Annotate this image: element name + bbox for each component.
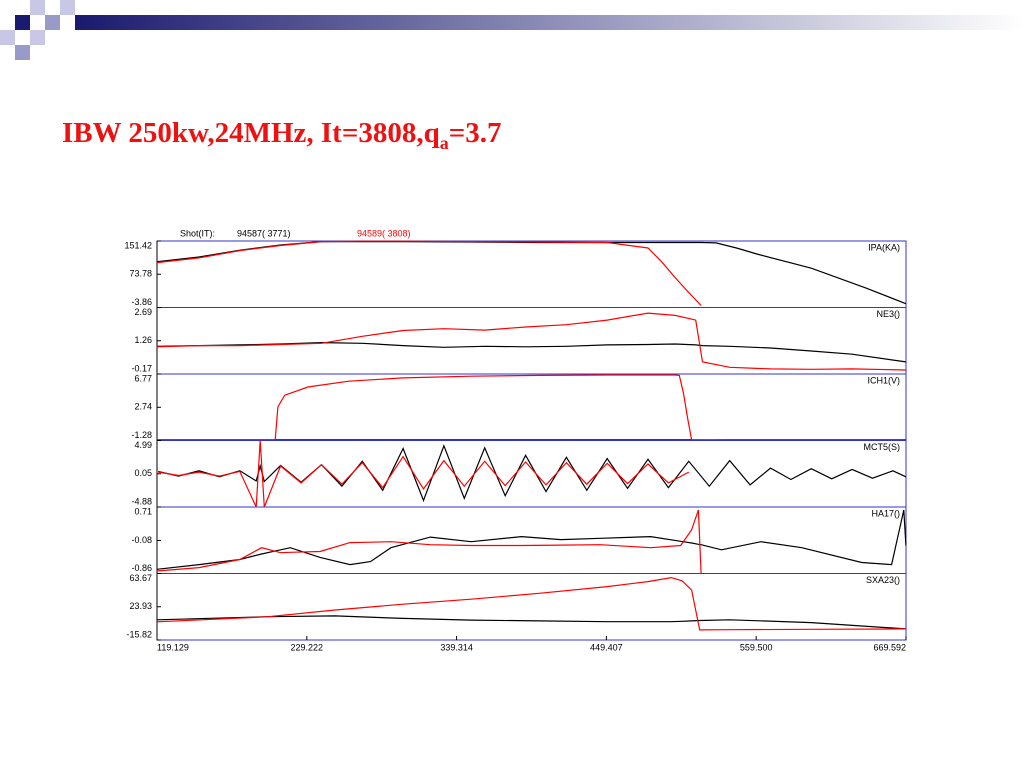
y-tick-label: 6.77 xyxy=(134,373,152,383)
panel-frame xyxy=(156,573,907,641)
x-tick-label: 119.129 xyxy=(157,642,189,652)
panel-title: SXA23() xyxy=(866,575,900,585)
title-suffix: =3.7 xyxy=(449,117,502,149)
panel: ICH1(V) -1.28 2.74 6.77 xyxy=(131,373,907,441)
y-tick-label: -4.88 xyxy=(131,496,152,506)
y-tick-label: 0.05 xyxy=(134,468,152,478)
panel-title: ICH1(V) xyxy=(867,375,900,385)
x-tick-label: 449.407 xyxy=(590,642,623,652)
panel-title: NE3() xyxy=(876,309,900,319)
y-tick-label: 63.67 xyxy=(129,573,152,583)
panel-frame xyxy=(156,440,907,508)
series-line xyxy=(158,440,690,508)
panel-title: MCT5(S) xyxy=(864,442,901,452)
x-tick-label: 669.592 xyxy=(873,642,906,652)
y-tick-label: -1.28 xyxy=(131,430,152,440)
y-tick-label: -0.08 xyxy=(131,535,152,545)
x-tick-label: 559.500 xyxy=(740,642,773,652)
y-tick-label: 1.26 xyxy=(134,335,152,345)
decoration xyxy=(0,0,1024,60)
y-tick-label: 73.78 xyxy=(129,269,152,279)
y-tick-label: 4.99 xyxy=(134,440,152,450)
y-tick-label: 2.69 xyxy=(134,307,152,317)
panel-frame xyxy=(156,307,907,375)
plots: 94587( 3771) 94589( 3808) IPA(KA) -3.86 73.7… xyxy=(124,228,907,652)
series-line xyxy=(156,509,702,574)
series-line xyxy=(157,374,906,441)
x-tick-label: 339.314 xyxy=(440,642,473,652)
y-tick-label: -0.17 xyxy=(131,363,152,373)
series-line xyxy=(156,615,906,630)
title-text: IBW 250kw,24MHz, It=3808,q xyxy=(62,117,440,149)
panel: SXA23() -15.82 23.93 63.67 119.129 229.222 339… xyxy=(126,573,907,652)
series-line xyxy=(156,312,906,371)
series-line xyxy=(156,240,702,306)
panel: NE3() -0.17 1.26 2.69 xyxy=(131,307,907,375)
panel: HA17() -0.86 -0.08 0.71 xyxy=(131,506,907,574)
panel: MCT5(S) -4.88 0.05 4.99 xyxy=(131,440,907,508)
series-line xyxy=(156,341,906,363)
y-tick-label: -15.82 xyxy=(126,629,152,639)
y-tick-label: 23.93 xyxy=(129,601,152,611)
series-line xyxy=(156,509,907,570)
y-tick-label: -3.86 xyxy=(131,297,152,307)
legend-label: Shot(IT): xyxy=(180,228,215,238)
series-line xyxy=(156,241,907,305)
y-tick-label: 151.42 xyxy=(124,240,152,250)
panel-title: IPA(KA) xyxy=(868,242,900,252)
panel: IPA(KA) -3.86 73.78 151.42 xyxy=(124,240,907,308)
y-tick-label: 2.74 xyxy=(134,402,152,412)
x-tick-label: 229.222 xyxy=(291,642,324,652)
panel-frame xyxy=(156,506,907,574)
legend-entry: 94589( 3808) xyxy=(357,228,411,238)
series-line xyxy=(156,576,906,631)
panel-frame xyxy=(156,373,907,441)
y-tick-label: -0.86 xyxy=(131,563,152,573)
legend-entry: 94587( 3771) xyxy=(237,228,291,238)
slide-title: IBW 250kw,24MHz, It=3808,qa=3.7 xyxy=(62,117,502,153)
panel-title: HA17() xyxy=(871,508,900,518)
panel-frame xyxy=(156,240,907,308)
y-tick-label: 0.71 xyxy=(134,506,152,516)
title-subscript: a xyxy=(440,133,449,153)
